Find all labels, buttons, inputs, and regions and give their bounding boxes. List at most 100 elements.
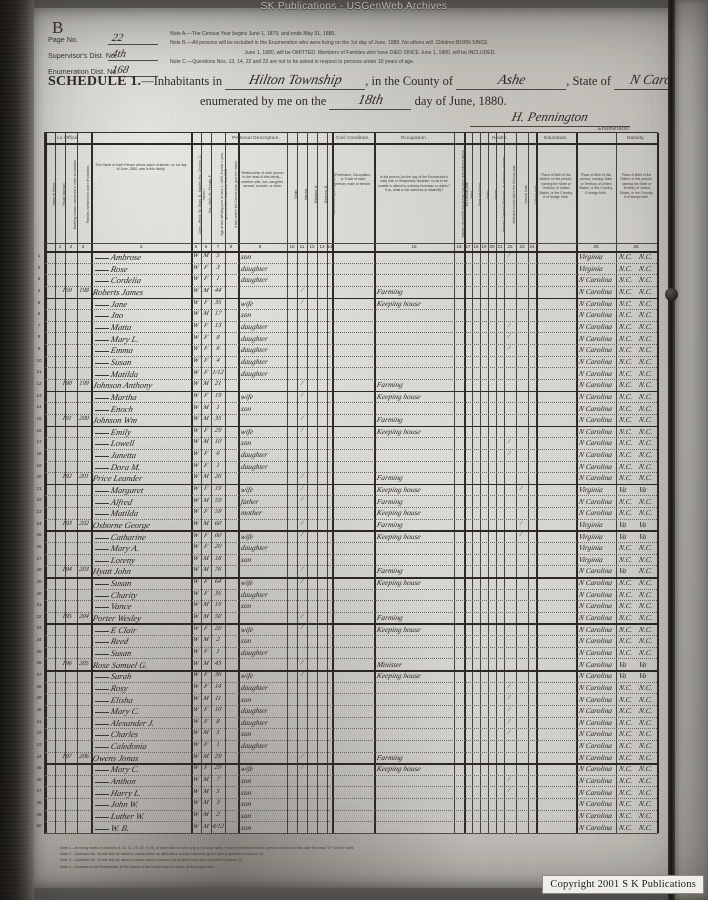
name-continuation-dash — [95, 630, 109, 632]
header-notes: Note A.—The Census Year begins June 1, 1… — [170, 30, 570, 68]
name-continuation-dash — [95, 560, 109, 562]
table-cell: W — [192, 589, 200, 597]
table-cell: W — [192, 647, 200, 655]
binding-rod — [665, 0, 678, 900]
table-cell: Va — [618, 659, 628, 669]
table-cell: N.C. — [618, 473, 634, 483]
table-cell: W — [192, 822, 200, 830]
name-continuation-dash — [95, 502, 109, 504]
table-cell: daughter — [240, 356, 269, 366]
sheet-letter: B — [52, 18, 65, 37]
table-cell: Alfred — [110, 496, 134, 507]
table-cell: 64 — [214, 578, 222, 586]
table-cell: M — [202, 601, 210, 609]
column-number: 6 — [204, 244, 208, 249]
table-cell: W — [192, 508, 200, 516]
row-number: 36 — [36, 660, 42, 666]
note-b: Note B.—All persons will be included in … — [170, 40, 488, 47]
tally-mark: / — [300, 473, 304, 481]
table-cell: 20 — [214, 543, 222, 551]
tally-mark: / — [519, 531, 523, 539]
table-cell: 1 — [215, 647, 221, 655]
table-cell: N.C. — [638, 752, 654, 762]
table-cell: 21 — [214, 380, 222, 388]
column-caption: Age at last birthday prior to June 1, 18… — [220, 152, 228, 236]
column-number: 13 — [319, 244, 325, 249]
table-cell: N Carolina — [578, 287, 614, 297]
table-cell: W. B. — [110, 822, 131, 833]
table-cell: Keeping house — [376, 671, 422, 681]
row-number: 10 — [36, 357, 42, 363]
name-continuation-dash — [95, 816, 109, 818]
table-cell: M — [202, 752, 210, 760]
table-cell: N Carolina — [578, 461, 614, 471]
table-cell: N Carolina — [578, 822, 614, 832]
table-cell: N.C. — [618, 310, 634, 320]
table-cell: 159 — [61, 287, 73, 295]
tally-mark: / — [300, 531, 304, 539]
table-cell: F — [203, 764, 209, 772]
table-cell: N.C. — [638, 391, 654, 401]
row-number: 2 — [37, 264, 41, 270]
row-divider — [45, 390, 657, 393]
table-cell: 5 — [215, 252, 221, 260]
column-number: 15 — [411, 244, 417, 249]
table-cell: F — [203, 298, 209, 306]
row-divider — [45, 704, 657, 706]
table-cell: daughter — [240, 322, 269, 332]
table-cell: W — [192, 706, 200, 714]
row-number: 50 — [36, 823, 42, 829]
table-cell: 20 — [214, 624, 222, 632]
table-cell: N.C. — [638, 578, 654, 588]
table-cell: 7 — [215, 776, 221, 783]
table-cell: Virginia — [578, 519, 604, 529]
row-divider — [45, 518, 657, 520]
table-cell: Osborne George — [92, 519, 152, 530]
tally-mark: / — [507, 705, 511, 713]
name-continuation-dash — [95, 653, 109, 655]
table-cell: N.C. — [618, 380, 634, 390]
supervisor-dist-row: Supervisor's Dist. No. 4th — [48, 48, 158, 64]
table-cell: N.C. — [638, 787, 654, 797]
name-continuation-dash — [95, 607, 109, 609]
table-cell: 26 — [214, 473, 222, 481]
table-cell: N Carolina — [578, 450, 614, 460]
table-cell: N Carolina — [578, 717, 614, 727]
table-cell: Farming — [376, 566, 404, 576]
table-cell: M — [202, 636, 210, 644]
table-cell: N.C. — [618, 438, 634, 448]
table-cell: Price Leander — [92, 473, 144, 484]
tally-mark: / — [507, 333, 511, 341]
table-cell: W — [192, 659, 200, 667]
name-continuation-dash — [95, 805, 109, 807]
row-divider — [45, 425, 657, 428]
row-divider — [45, 833, 657, 834]
table-cell: W — [192, 322, 200, 330]
table-cell: N Carolina — [578, 787, 614, 797]
table-cell: son — [240, 694, 253, 704]
table-cell: N.C. — [638, 776, 654, 785]
table-cell: N Carolina — [578, 391, 614, 401]
table-cell: son — [240, 252, 253, 262]
archive-watermark: SK Publications - USGenWeb Archives — [260, 1, 448, 12]
tally-mark: / — [300, 577, 304, 585]
table-cell: N.C. — [638, 613, 654, 623]
table-cell: F — [203, 647, 209, 655]
table-cell: Virginia — [578, 485, 604, 494]
column-number: 5 — [194, 244, 198, 249]
table-cell: son — [240, 810, 253, 820]
table-cell: Keeping house — [376, 764, 422, 774]
row-number: 11 — [36, 369, 42, 375]
table-cell: son — [240, 554, 253, 564]
table-cell: 11 — [214, 694, 222, 702]
column-caption: Idiotic. — [486, 189, 490, 199]
name-continuation-dash — [95, 316, 109, 318]
table-cell: W — [192, 368, 200, 376]
row-number: 37 — [36, 672, 42, 678]
table-cell: 4/12 — [211, 822, 225, 830]
row-number: 18 — [36, 450, 42, 456]
tally-mark: / — [507, 787, 511, 795]
column-divider — [657, 133, 659, 833]
column-caption: Sex—Male, M.; Female, F. — [208, 174, 212, 214]
